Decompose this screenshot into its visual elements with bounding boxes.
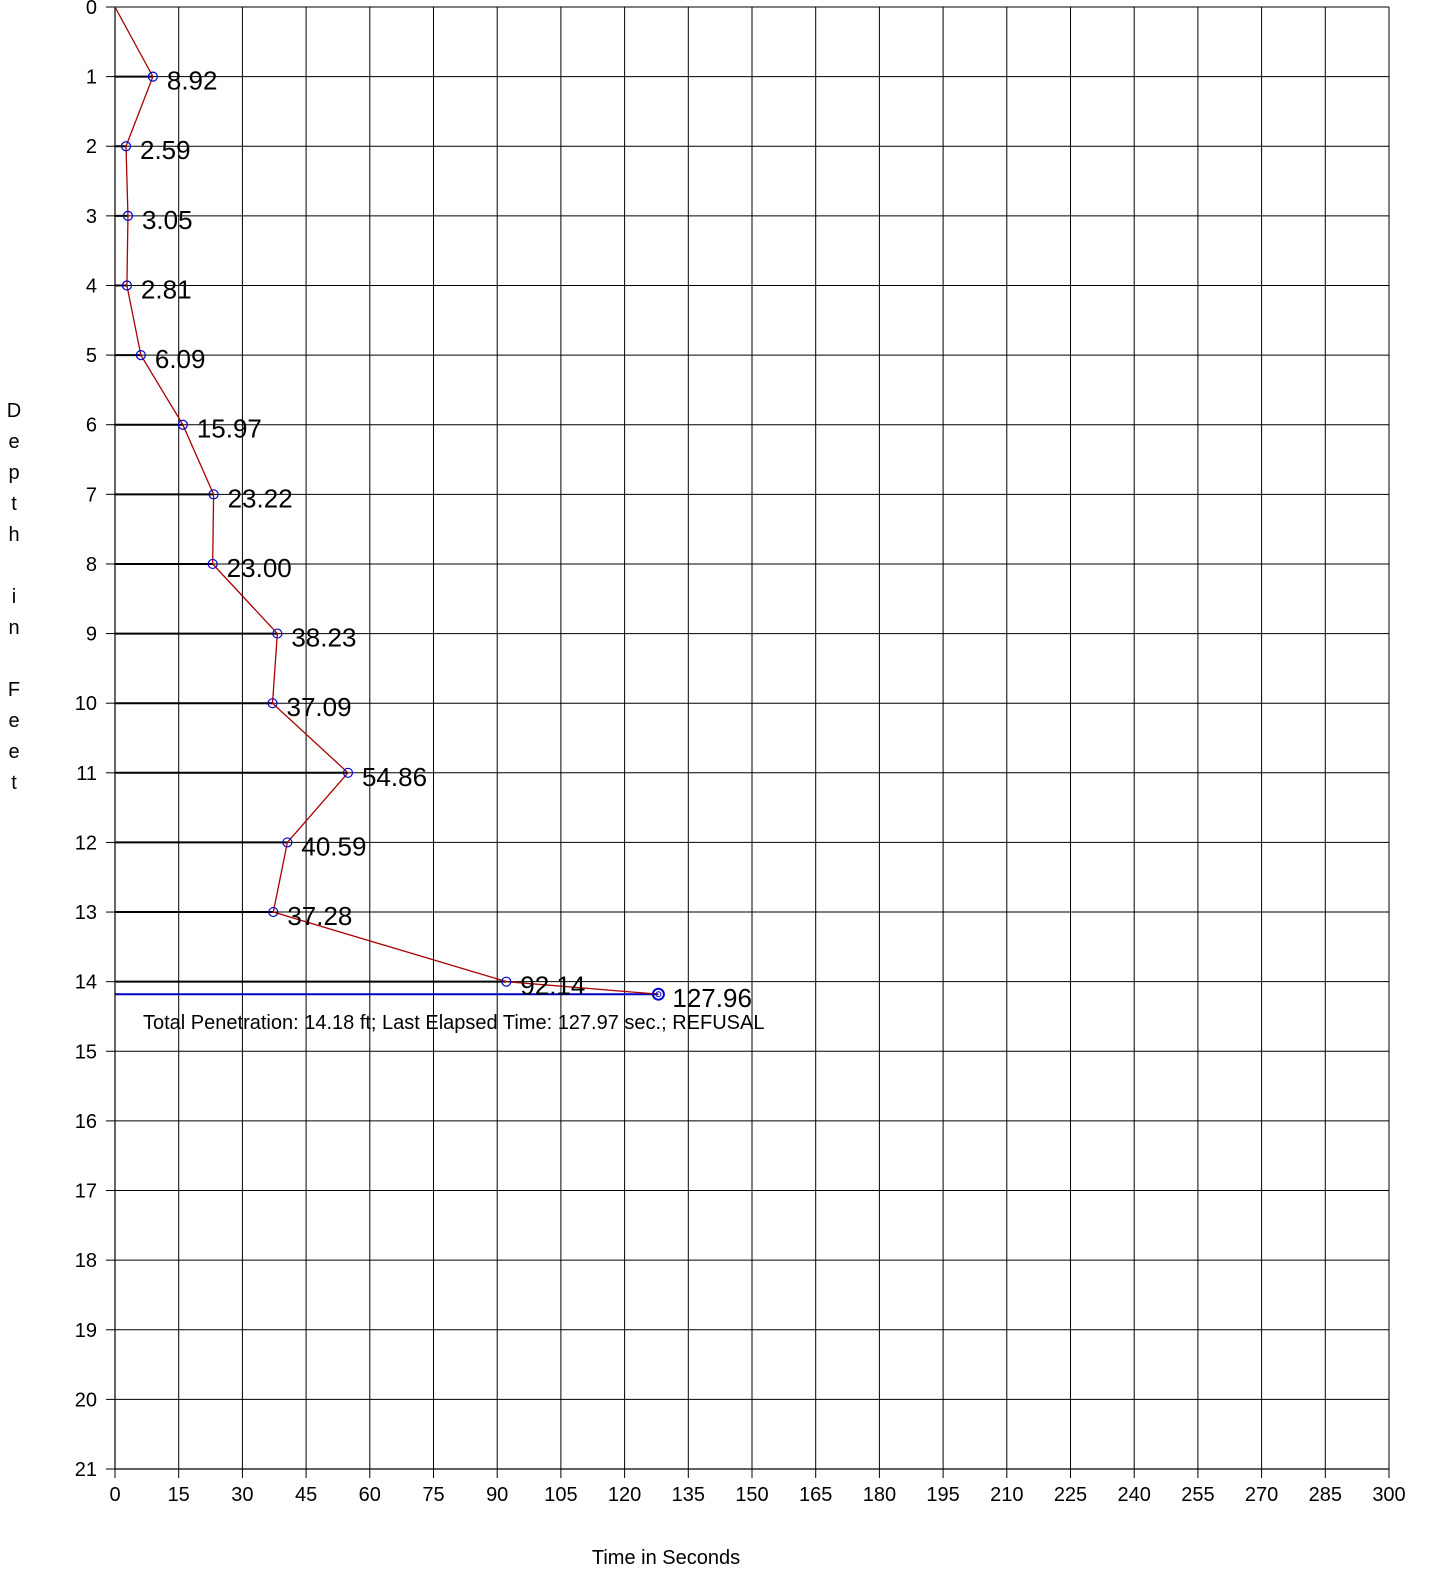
data-label: 8.92 — [167, 66, 218, 96]
data-marker — [121, 280, 133, 291]
data-label: 92.14 — [520, 971, 585, 1001]
x-tick-labels: 0 15 30 45 60 75 90 105 120 135 150 165 180 195 210 225… — [109, 1484, 1405, 1506]
y-tick-label: 10 — [75, 693, 97, 715]
x-tick-label: 150 — [735, 1484, 768, 1506]
data-label: 15.97 — [197, 414, 262, 444]
x-tick-label: 75 — [422, 1484, 444, 1506]
data-marker — [282, 837, 293, 848]
x-tick-label: 180 — [863, 1484, 896, 1506]
y-axis-title-char: F — [8, 679, 20, 701]
y-axis-title-char: h — [8, 524, 19, 546]
series-line — [114, 6, 659, 995]
data-marker — [501, 976, 512, 987]
x-tick-label: 210 — [990, 1484, 1023, 1506]
x-tick-label: 105 — [544, 1484, 577, 1506]
y-tick-label: 1 — [86, 67, 97, 89]
x-axis-title: Time in Seconds — [592, 1547, 740, 1569]
x-tick-label: 15 — [168, 1484, 190, 1506]
y-tick-label: 21 — [75, 1459, 97, 1481]
y-tick-label: 7 — [86, 484, 97, 506]
x-tick-label: 285 — [1309, 1484, 1342, 1506]
data-markers — [120, 71, 665, 1001]
x-tick-label: 45 — [295, 1484, 317, 1506]
y-tick-label: 12 — [75, 832, 97, 854]
y-tick-label: 16 — [75, 1111, 97, 1133]
data-marker — [342, 767, 354, 778]
y-tick-label: 8 — [86, 554, 97, 576]
y-tick-label: 14 — [75, 972, 97, 994]
y-tick-label: 0 — [86, 0, 97, 19]
data-label: 127.96 — [672, 983, 752, 1013]
data-marker — [122, 210, 134, 221]
data-label: 38.23 — [291, 623, 356, 653]
x-tick-label: 0 — [109, 1484, 120, 1506]
y-axis-title-char: e — [8, 741, 19, 763]
axes — [106, 6, 1390, 1478]
data-label: 37.09 — [287, 692, 352, 722]
y-tick-label: 19 — [75, 1320, 97, 1342]
data-label: 23.22 — [228, 483, 293, 513]
data-label: 6.09 — [155, 344, 206, 374]
y-tick-label: 11 — [76, 763, 97, 785]
grid — [114, 6, 1390, 1470]
x-tick-label: 135 — [672, 1484, 705, 1506]
data-marker — [207, 558, 218, 570]
x-tick-label: 165 — [799, 1484, 832, 1506]
y-tick-label: 6 — [86, 415, 97, 437]
y-tick-label: 18 — [75, 1250, 97, 1272]
data-label: 2.59 — [140, 135, 191, 165]
penetration-annotation: Total Penetration: 14.18 ft; Last Elapse… — [143, 1012, 764, 1034]
x-tick-label: 90 — [486, 1484, 508, 1506]
data-label: 54.86 — [362, 762, 427, 792]
data-labels: 8.92 2.59 3.05 2.81 6.09 15.97 23.22 23.00 38.23… — [140, 66, 752, 1014]
y-axis-title-char: t — [11, 772, 17, 794]
y-tick-label: 20 — [75, 1389, 97, 1411]
data-label: 2.81 — [141, 274, 192, 304]
y-axis-title-char: D — [7, 400, 21, 422]
y-tick-label: 15 — [75, 1041, 97, 1063]
y-tick-label: 5 — [86, 345, 97, 367]
data-marker — [651, 987, 665, 1001]
y-tick-label: 9 — [86, 624, 97, 646]
x-tick-label: 195 — [926, 1484, 959, 1506]
y-tick-label: 13 — [75, 902, 97, 924]
y-axis-title-char: i — [12, 586, 16, 608]
y-axis-title-char: e — [8, 710, 19, 732]
y-tick-label: 17 — [75, 1181, 97, 1203]
data-label: 23.00 — [227, 553, 292, 583]
depth-reference-lines — [115, 75, 659, 996]
data-marker — [135, 349, 146, 361]
x-tick-label: 120 — [608, 1484, 641, 1506]
y-axis-title-char: t — [11, 493, 17, 515]
data-marker — [120, 141, 132, 152]
y-axis-title-char: p — [8, 462, 19, 484]
x-tick-label: 60 — [359, 1484, 381, 1506]
x-tick-label: 300 — [1372, 1484, 1405, 1506]
data-marker — [272, 628, 283, 639]
x-tick-label: 225 — [1054, 1484, 1087, 1506]
x-tick-label: 30 — [231, 1484, 253, 1506]
data-label: 3.05 — [142, 205, 193, 235]
series — [114, 6, 659, 995]
data-marker — [208, 489, 219, 500]
x-tick-label: 270 — [1245, 1484, 1278, 1506]
y-tick-label: 3 — [86, 206, 97, 228]
data-marker — [268, 906, 279, 918]
y-axis-title-char: e — [8, 431, 19, 453]
data-marker-inner — [655, 991, 662, 998]
data-label: 40.59 — [301, 831, 366, 861]
x-tick-label: 255 — [1181, 1484, 1214, 1506]
y-axis-title-char: n — [8, 617, 19, 639]
x-tick-label: 240 — [1118, 1484, 1151, 1506]
data-marker — [177, 419, 188, 430]
data-marker — [147, 71, 158, 82]
data-marker — [267, 698, 278, 709]
y-tick-label: 2 — [86, 136, 97, 158]
y-tick-label: 4 — [86, 275, 97, 297]
data-label: 37.28 — [287, 901, 352, 931]
